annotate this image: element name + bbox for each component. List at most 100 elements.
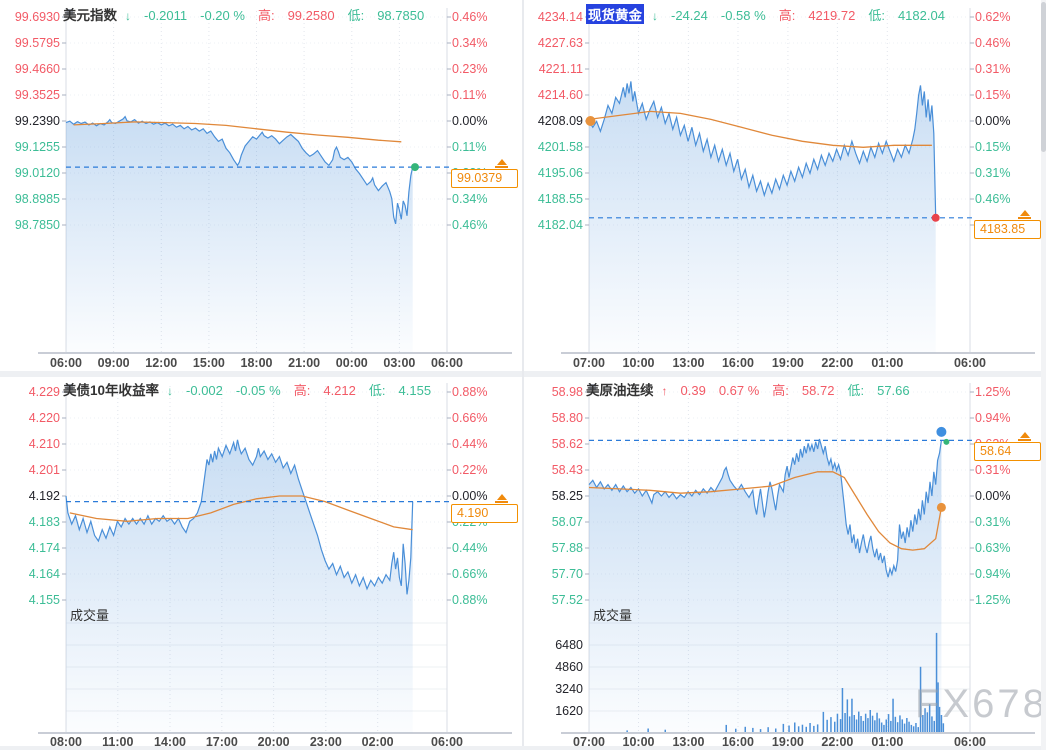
y-axis-label: 58.43 <box>551 463 583 477</box>
time-axis-label: 18:00 <box>240 356 273 370</box>
y-axis-label: 4234.14 <box>537 10 583 24</box>
pct-axis-label: 0.31% <box>975 515 1011 529</box>
chart-area: 99.6930 99.5795 99.4660 99.3525 99.2390 99.12… <box>0 0 523 375</box>
instrument-title[interactable]: 美原油连续 <box>586 383 654 398</box>
pct-axis-label: 0.46% <box>452 10 488 24</box>
pct-axis-label: 0.34% <box>452 192 488 206</box>
high-label: 高: <box>293 383 311 398</box>
instrument-title[interactable]: 美元指数 <box>63 8 117 23</box>
y-axis-label: 4.210 <box>28 437 60 451</box>
change-percent: -0.20 % <box>200 8 245 23</box>
y-axis-label: 99.3525 <box>14 88 60 102</box>
menu-icon[interactable]: ≡ <box>66 379 74 394</box>
high-value: 4.212 <box>323 383 356 398</box>
time-axis-label: 22:00 <box>821 356 854 370</box>
instrument-title[interactable]: 现货黄金 <box>586 4 644 24</box>
direction-arrow-icon: ↓ <box>167 384 174 398</box>
pct-axis-label: 0.00% <box>975 114 1011 128</box>
y-axis-label: 57.52 <box>551 593 583 607</box>
time-axis-label: 06:00 <box>954 356 986 370</box>
pct-axis-label: 0.62% <box>975 10 1011 24</box>
y-axis-label: 99.1255 <box>14 140 60 154</box>
volume-section-label: 成交量 <box>593 608 633 623</box>
time-axis-label: 03:00 <box>383 356 416 370</box>
time-axis-label: 19:00 <box>771 356 804 370</box>
time-axis-label: 19:00 <box>771 735 804 749</box>
y-axis-label: 99.0120 <box>14 166 60 180</box>
y-axis-label: 4214.60 <box>537 88 583 102</box>
y-axis-label: 4.155 <box>28 593 60 607</box>
pct-axis-label: 0.15% <box>975 88 1011 102</box>
time-axis-label: 01:00 <box>871 356 904 370</box>
y-axis-label: 4208.09 <box>537 114 583 128</box>
low-label: 低: <box>347 8 365 23</box>
pct-axis-label: 1.25% <box>975 593 1011 607</box>
high-label: 高: <box>772 383 789 398</box>
time-axis-label: 16:00 <box>721 735 754 749</box>
pct-axis-label: 0.31% <box>975 166 1011 180</box>
time-axis-label: 23:00 <box>309 735 342 749</box>
time-axis-label: 08:00 <box>50 735 82 749</box>
y-axis-label: 58.80 <box>551 411 583 425</box>
y-axis-label: 4195.06 <box>537 166 583 180</box>
pct-axis-label: 0.11% <box>452 140 487 154</box>
pct-axis-label: 0.34% <box>452 36 488 50</box>
pct-axis-label: 0.88% <box>452 385 488 399</box>
y-axis-label: 98.8985 <box>14 192 60 206</box>
pct-axis-label: 0.31% <box>975 62 1011 76</box>
pct-axis-label: 0.44% <box>452 541 488 555</box>
price-up-marker-icon <box>1020 432 1030 439</box>
y-axis-label: 58.62 <box>551 437 583 451</box>
y-axis-label: 98.7850 <box>14 218 60 232</box>
y-axis-label: 99.2390 <box>14 114 60 128</box>
scrollbar-track[interactable] <box>1041 0 1046 750</box>
time-axis-label: 06:00 <box>50 356 82 370</box>
price-chart-svg <box>561 383 1035 734</box>
panel-header: 美债10年收益率 ↓ -0.002 -0.05 % 高: 4.212 低: 4.… <box>63 379 431 399</box>
volume-axis-label: 4860 <box>555 660 583 674</box>
time-axis-label: 17:00 <box>205 735 238 749</box>
y-axis-label: 4.174 <box>28 541 60 555</box>
price-chart-svg <box>561 8 1035 354</box>
watermark: FX678 <box>915 682 1046 726</box>
time-axis-label: 13:00 <box>672 735 705 749</box>
price-marker-underline <box>495 500 508 503</box>
menu-icon[interactable]: ≡ <box>66 4 74 19</box>
price-up-marker-icon <box>497 159 507 166</box>
change-value: -0.002 <box>186 383 223 398</box>
y-axis-label: 58.07 <box>551 515 583 529</box>
pct-axis-label: 0.23% <box>452 62 488 76</box>
scrollbar-thumb[interactable] <box>1041 2 1046 152</box>
time-axis-label: 09:00 <box>97 356 130 370</box>
high-value: 4219.72 <box>808 8 856 23</box>
time-axis-label: 06:00 <box>431 356 463 370</box>
pct-axis-label: 0.88% <box>452 593 488 607</box>
pct-axis-label: 0.00% <box>975 489 1011 503</box>
instrument-title[interactable]: 美债10年收益率 <box>63 383 160 398</box>
change-value: -0.2011 <box>144 8 188 23</box>
menu-icon[interactable]: ≡ <box>589 379 597 394</box>
current-price-tag: 4183.85 <box>974 219 1041 239</box>
y-axis-label: 4182.04 <box>537 218 583 232</box>
high-value: 99.2580 <box>287 8 335 23</box>
y-axis-label: 4.192 <box>28 489 60 503</box>
time-axis-label: 22:00 <box>821 735 854 749</box>
y-axis-label: 58.98 <box>551 385 583 399</box>
low-label: 低: <box>368 383 386 398</box>
time-axis-label: 06:00 <box>954 735 986 749</box>
price-marker-underline <box>495 166 508 169</box>
pct-axis-label: 0.11% <box>452 88 487 102</box>
y-axis-label: 4188.55 <box>537 192 583 206</box>
high-value: 58.72 <box>801 383 835 398</box>
time-axis-label: 00:00 <box>335 356 368 370</box>
y-axis-label: 4227.63 <box>537 36 583 50</box>
chart-area: 4234.14 4227.63 4221.11 4214.60 4208.09 4201.… <box>523 0 1046 375</box>
chart-panel-crude-oil: 美原油连续 ↑ 0.39 0.67 % 高: 58.72 低: 57.66 58… <box>523 375 1046 750</box>
y-axis-label: 99.6930 <box>14 10 60 24</box>
time-axis-label: 12:00 <box>145 356 178 370</box>
price-marker-underline <box>1018 216 1031 219</box>
volume-axis-label: 3240 <box>555 682 583 696</box>
pct-axis-label: 0.46% <box>975 192 1011 206</box>
y-axis-label: 99.5795 <box>14 36 60 50</box>
price-up-marker-icon <box>1020 209 1030 216</box>
